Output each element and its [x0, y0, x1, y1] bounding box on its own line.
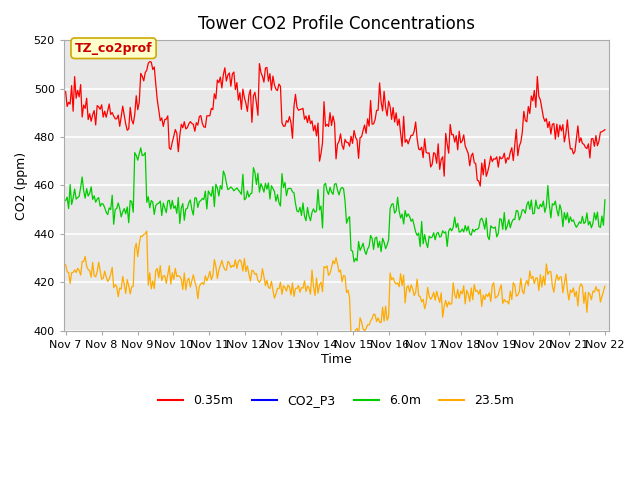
- X-axis label: Time: Time: [321, 353, 351, 366]
- Line: 0.35m: 0.35m: [66, 61, 605, 186]
- 6.0m: [350, 259, 358, 265]
- 6.0m: [128, 199, 136, 204]
- 23.5m: [574, 303, 582, 309]
- 0.35m: [251, 89, 259, 95]
- 23.5m: [299, 285, 307, 291]
- 23.5m: [349, 339, 356, 345]
- 6.0m: [242, 195, 250, 201]
- 23.5m: [251, 272, 259, 277]
- 23.5m: [62, 262, 70, 267]
- 6.0m: [574, 222, 582, 228]
- 6.0m: [137, 145, 145, 151]
- Line: 6.0m: 6.0m: [66, 148, 605, 262]
- 6.0m: [62, 198, 70, 204]
- 6.0m: [251, 169, 259, 175]
- 6.0m: [601, 197, 609, 203]
- 0.35m: [128, 117, 136, 123]
- 0.35m: [601, 127, 609, 132]
- Title: Tower CO2 Profile Concentrations: Tower CO2 Profile Concentrations: [198, 15, 475, 33]
- 0.35m: [224, 72, 232, 78]
- 23.5m: [601, 283, 609, 289]
- 6.0m: [224, 187, 232, 192]
- 0.35m: [299, 106, 307, 111]
- Line: 23.5m: 23.5m: [66, 231, 605, 342]
- 6.0m: [299, 200, 307, 206]
- Legend: 0.35m, CO2_P3, 6.0m, 23.5m: 0.35m, CO2_P3, 6.0m, 23.5m: [153, 389, 519, 412]
- 23.5m: [128, 284, 136, 290]
- 23.5m: [242, 269, 250, 275]
- 23.5m: [224, 258, 232, 264]
- 0.35m: [476, 183, 484, 189]
- 0.35m: [242, 100, 250, 106]
- 23.5m: [143, 228, 150, 234]
- 0.35m: [574, 123, 582, 129]
- Text: TZ_co2prof: TZ_co2prof: [75, 42, 152, 55]
- Y-axis label: CO2 (ppm): CO2 (ppm): [15, 151, 28, 219]
- 0.35m: [146, 59, 154, 64]
- 0.35m: [62, 89, 70, 95]
